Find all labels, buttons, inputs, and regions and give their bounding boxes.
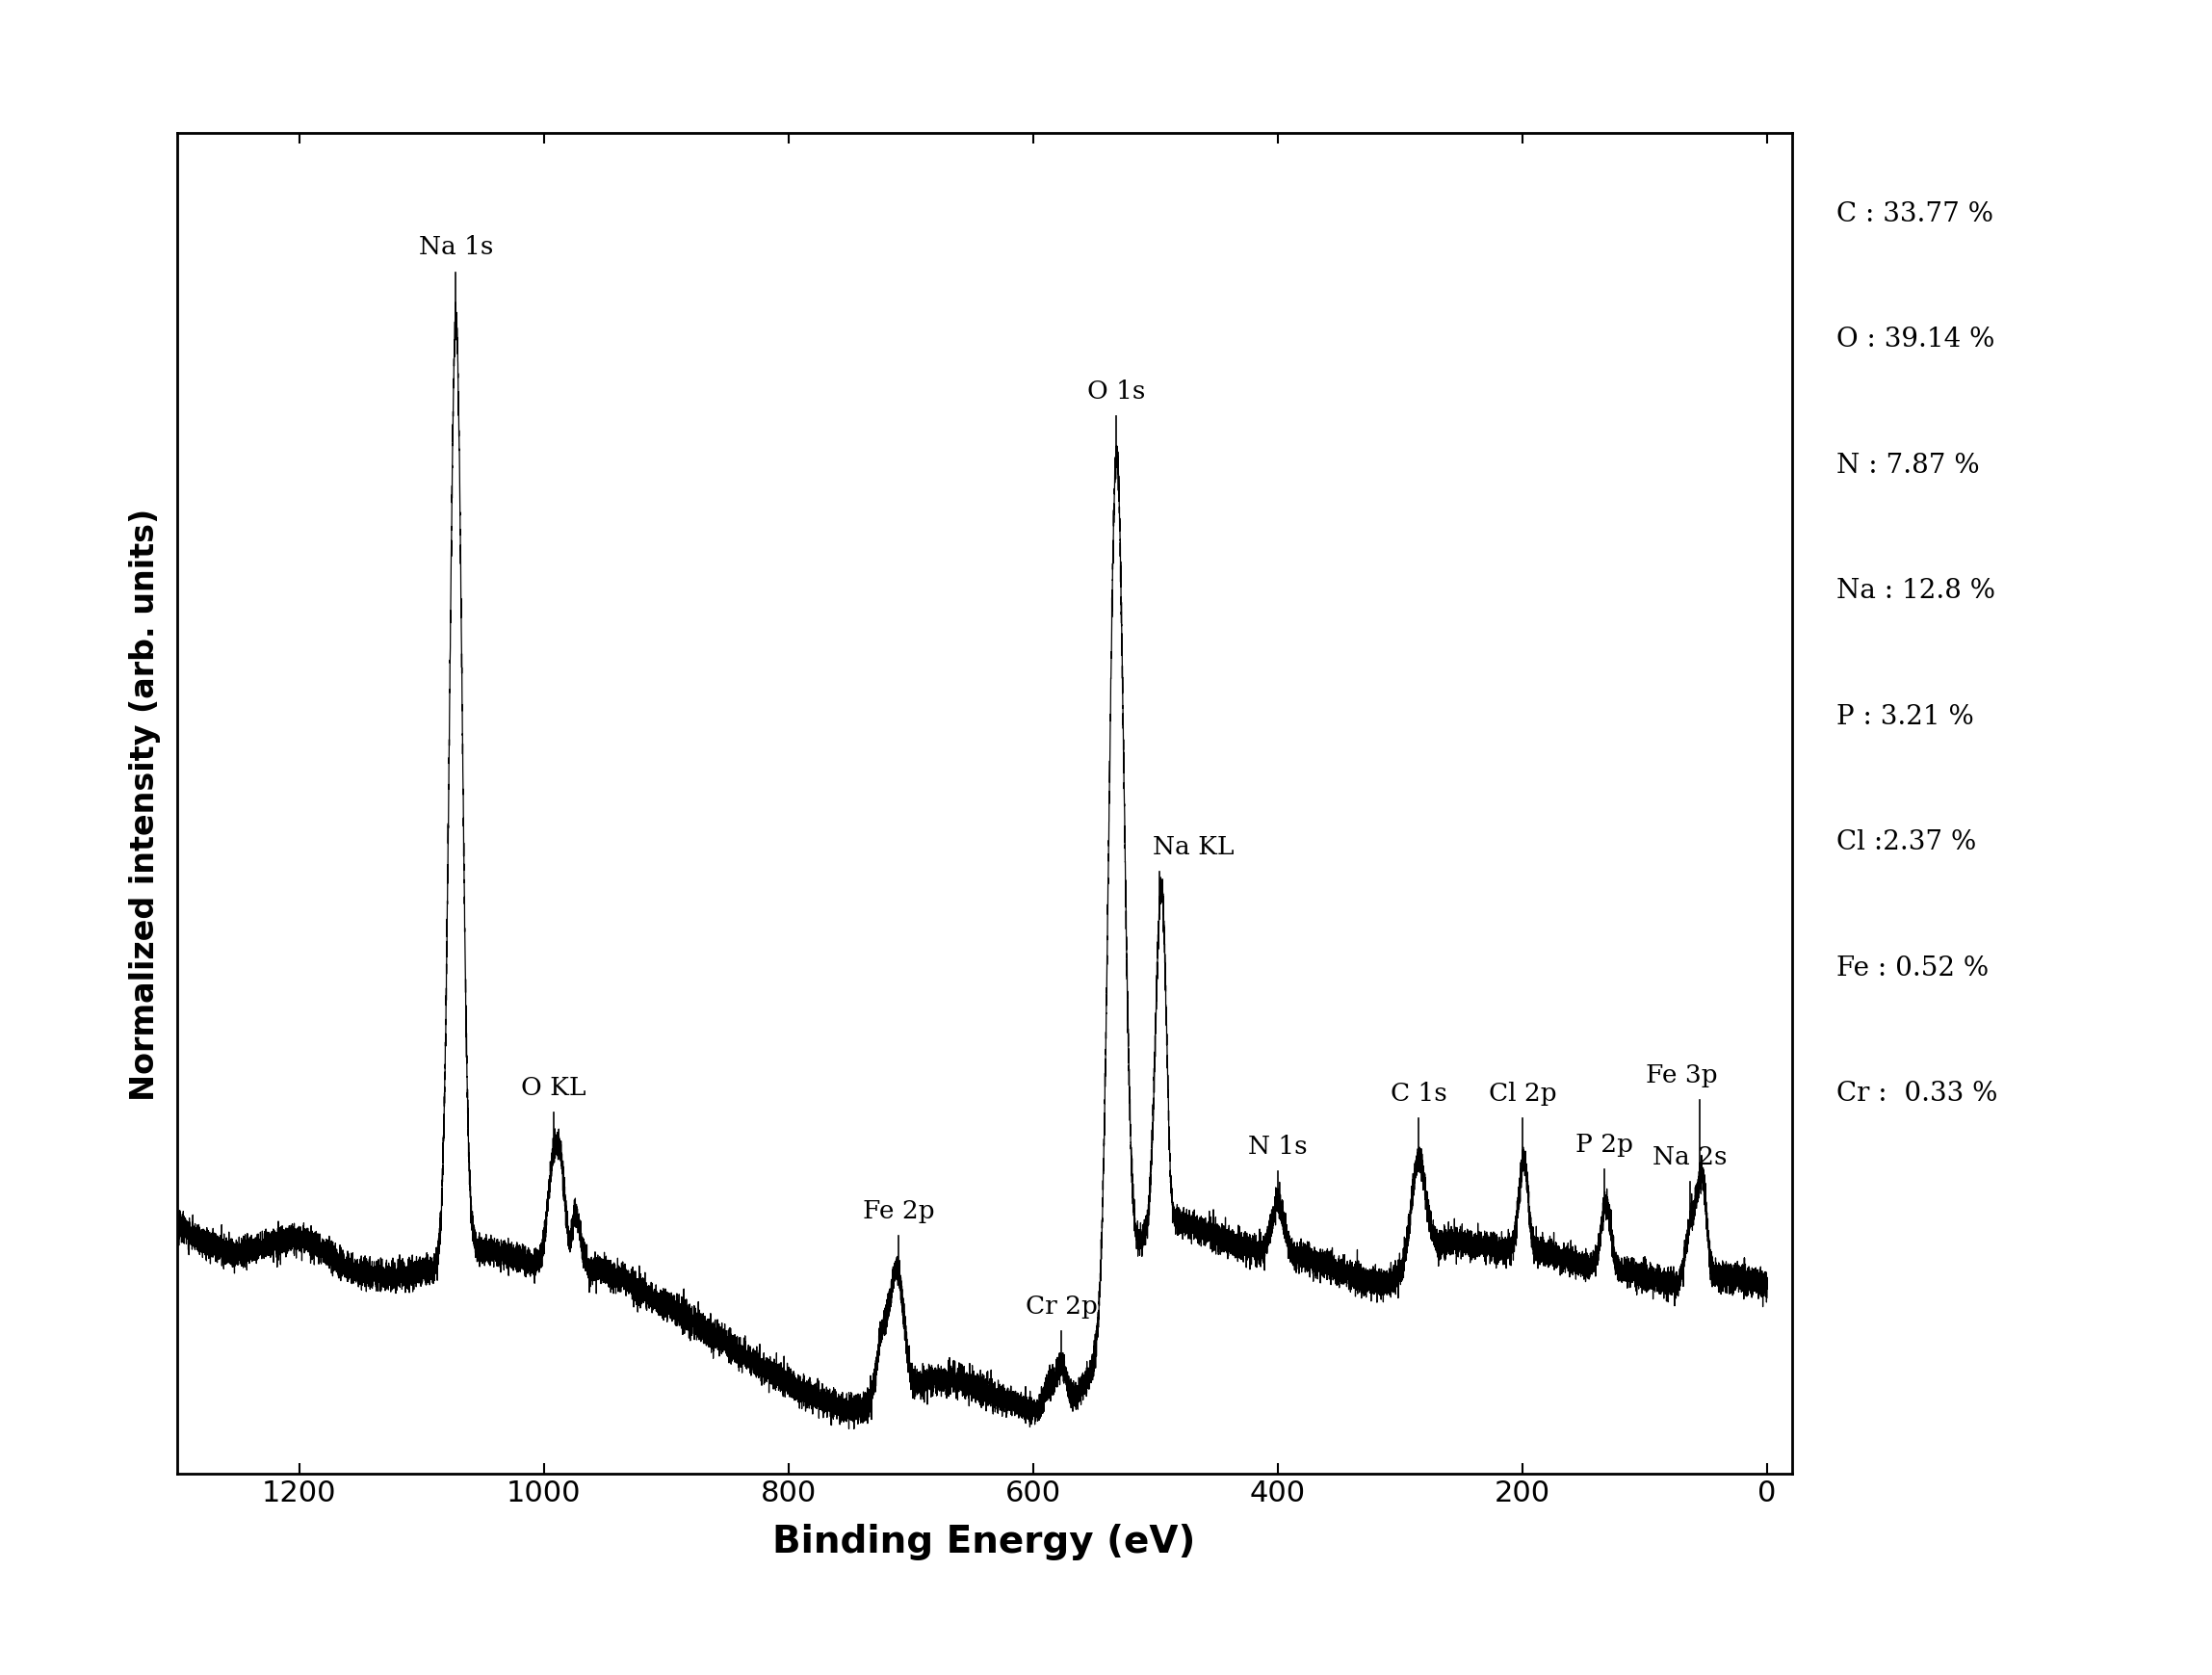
Text: O 1s: O 1s: [1088, 379, 1146, 404]
Text: Na : 12.8 %: Na : 12.8 %: [1836, 578, 1995, 605]
Y-axis label: Normalized intensity (arb. units): Normalized intensity (arb. units): [128, 508, 161, 1100]
Text: Fe : 0.52 %: Fe : 0.52 %: [1836, 955, 1989, 982]
Text: O KL: O KL: [522, 1075, 586, 1099]
Text: Na 2s: Na 2s: [1652, 1144, 1728, 1167]
Text: P 2p: P 2p: [1575, 1132, 1632, 1156]
Text: Fe 3p: Fe 3p: [1646, 1062, 1717, 1087]
Text: Cl :2.37 %: Cl :2.37 %: [1836, 829, 1975, 856]
Text: Na KL: Na KL: [1152, 834, 1234, 859]
Text: C : 33.77 %: C : 33.77 %: [1836, 201, 1993, 228]
Text: P : 3.21 %: P : 3.21 %: [1836, 704, 1973, 730]
Text: Cr 2p: Cr 2p: [1026, 1293, 1097, 1318]
Text: Cl 2p: Cl 2p: [1489, 1082, 1557, 1106]
Text: N : 7.87 %: N : 7.87 %: [1836, 452, 1980, 479]
Text: N 1s: N 1s: [1248, 1134, 1307, 1159]
Text: Na 1s: Na 1s: [418, 236, 493, 260]
Text: O : 39.14 %: O : 39.14 %: [1836, 327, 1995, 353]
Text: Cr :  0.33 %: Cr : 0.33 %: [1836, 1080, 1997, 1107]
Text: C 1s: C 1s: [1391, 1082, 1447, 1106]
Text: Fe 2p: Fe 2p: [863, 1198, 936, 1223]
X-axis label: Binding Energy (eV): Binding Energy (eV): [772, 1523, 1197, 1559]
